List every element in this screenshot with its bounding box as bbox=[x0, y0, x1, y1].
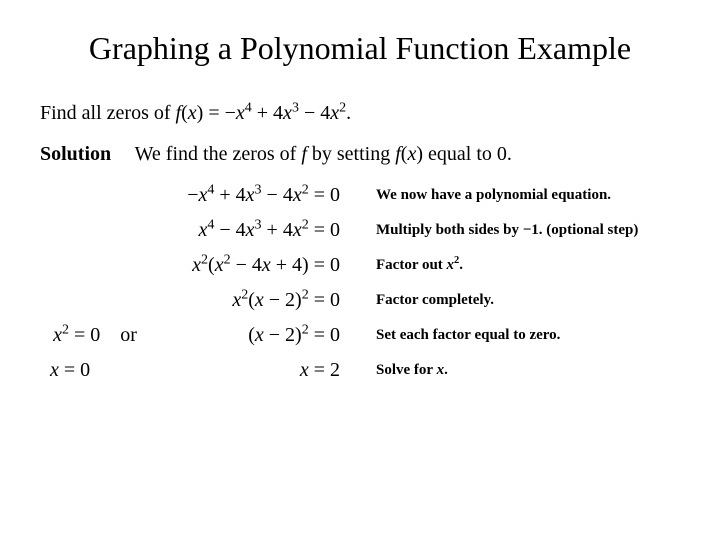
left-col bbox=[40, 178, 150, 213]
e2: 2 bbox=[302, 217, 309, 232]
sol-text: We find the zeros of bbox=[135, 143, 302, 165]
x-var: x bbox=[407, 143, 416, 165]
solution-line: Solution We find the zeros of f by setti… bbox=[40, 143, 680, 166]
eq0: = 0 bbox=[309, 324, 340, 346]
x-var: x bbox=[255, 289, 264, 311]
x-var: x bbox=[437, 362, 445, 378]
lparen: ( bbox=[181, 102, 188, 124]
problem-prefix: Find all zeros of bbox=[40, 102, 176, 124]
op: − 2) bbox=[264, 324, 302, 346]
problem-statement: Find all zeros of f(x) = −x4 + 4x3 − 4x2… bbox=[40, 102, 680, 125]
x-var: x bbox=[293, 184, 302, 206]
explain-col: Factor out x2. bbox=[346, 248, 638, 283]
eq0: = 0 bbox=[309, 184, 340, 206]
solution-label: Solution bbox=[40, 143, 130, 166]
op: − 2) bbox=[264, 289, 302, 311]
lp: ( bbox=[248, 324, 255, 346]
x-var: x bbox=[246, 219, 255, 241]
exp-4: 4 bbox=[245, 100, 252, 115]
step-row-6: x = 0 x = 2 Solve for x. bbox=[40, 353, 638, 388]
eq2: = 2 bbox=[309, 359, 340, 381]
x-var: x bbox=[215, 254, 224, 276]
x-var: x bbox=[246, 184, 255, 206]
e2: 2 bbox=[224, 252, 231, 267]
e2: 2 bbox=[302, 322, 309, 337]
exp: . (optional step) bbox=[539, 222, 639, 238]
lp: ( bbox=[208, 254, 215, 276]
eq0: = 0 bbox=[69, 324, 100, 346]
e2: 2 bbox=[62, 322, 69, 337]
plus-4: + 4 bbox=[252, 102, 283, 124]
sol-text: by setting bbox=[307, 143, 395, 165]
exp-3: 3 bbox=[292, 100, 299, 115]
sol-text: ) equal to 0. bbox=[416, 143, 512, 165]
lp: ( bbox=[248, 289, 255, 311]
op: + 4 bbox=[214, 184, 245, 206]
op: − 4 bbox=[214, 219, 245, 241]
left-col: x = 0 bbox=[40, 353, 150, 388]
eq0: = 0 bbox=[309, 219, 340, 241]
step-row-5: x2 = 0 or (x − 2)2 = 0 Set each factor e… bbox=[40, 318, 638, 353]
op: + 4 bbox=[262, 219, 293, 241]
x-var: x bbox=[255, 324, 264, 346]
eq-part: ) = − bbox=[197, 102, 236, 124]
op: − 4 bbox=[231, 254, 262, 276]
minus-4: − 4 bbox=[299, 102, 330, 124]
x-var: x bbox=[330, 102, 339, 124]
x-var: x bbox=[232, 289, 241, 311]
e2: 2 bbox=[302, 287, 309, 302]
left-col bbox=[40, 213, 150, 248]
exp: Factor out bbox=[376, 257, 447, 273]
step-row-4: x2(x − 2)2 = 0 Factor completely. bbox=[40, 283, 638, 318]
exp: . bbox=[444, 362, 448, 378]
solution-steps: −x4 + 4x3 − 4x2 = 0 We now have a polyno… bbox=[40, 178, 638, 388]
x-var: x bbox=[50, 359, 59, 381]
neg1: −1 bbox=[523, 222, 539, 238]
explain-col: We now have a polynomial equation. bbox=[346, 178, 638, 213]
exp: . bbox=[459, 257, 463, 273]
explain-col: Set each factor equal to zero. bbox=[346, 318, 638, 353]
op: − 4 bbox=[262, 184, 293, 206]
x-var: x bbox=[192, 254, 201, 276]
equation-col: x2(x − 2)2 = 0 bbox=[150, 283, 346, 318]
x-var: x bbox=[53, 324, 62, 346]
e2: 2 bbox=[201, 252, 208, 267]
exp: Solve for bbox=[376, 362, 437, 378]
equation-col: −x4 + 4x3 − 4x2 = 0 bbox=[150, 178, 346, 213]
x-var: x bbox=[188, 102, 197, 124]
period: . bbox=[346, 102, 351, 124]
e3: 3 bbox=[255, 182, 262, 197]
x-var: x bbox=[447, 257, 455, 273]
x-var: x bbox=[283, 102, 292, 124]
neg: − bbox=[187, 184, 198, 206]
equation-col: (x − 2)2 = 0 bbox=[150, 318, 346, 353]
exp: Multiply both sides by bbox=[376, 222, 523, 238]
left-col bbox=[40, 283, 150, 318]
explain-col: Multiply both sides by −1. (optional ste… bbox=[346, 213, 638, 248]
e2: 2 bbox=[302, 182, 309, 197]
x-var: x bbox=[236, 102, 245, 124]
eq0: = 0 bbox=[309, 289, 340, 311]
e3: 3 bbox=[255, 217, 262, 232]
x-var: x bbox=[293, 219, 302, 241]
explain-col: Solve for x. bbox=[346, 353, 638, 388]
explain-col: Factor completely. bbox=[346, 283, 638, 318]
or: or bbox=[120, 324, 137, 346]
left-col bbox=[40, 248, 150, 283]
x-var: x bbox=[300, 359, 309, 381]
equation-col: x2(x2 − 4x + 4) = 0 bbox=[150, 248, 346, 283]
step-row-2: x4 − 4x3 + 4x2 = 0 Multiply both sides b… bbox=[40, 213, 638, 248]
equation-col: x = 2 bbox=[150, 353, 346, 388]
page-title: Graphing a Polynomial Function Example bbox=[40, 30, 680, 67]
step-row-3: x2(x2 − 4x + 4) = 0 Factor out x2. bbox=[40, 248, 638, 283]
left-col: x2 = 0 or bbox=[40, 318, 150, 353]
eq0: = 0 bbox=[59, 359, 90, 381]
step-row-1: −x4 + 4x3 − 4x2 = 0 We now have a polyno… bbox=[40, 178, 638, 213]
equation-col: x4 − 4x3 + 4x2 = 0 bbox=[150, 213, 346, 248]
op: + 4) = 0 bbox=[271, 254, 340, 276]
x-var: x bbox=[262, 254, 271, 276]
